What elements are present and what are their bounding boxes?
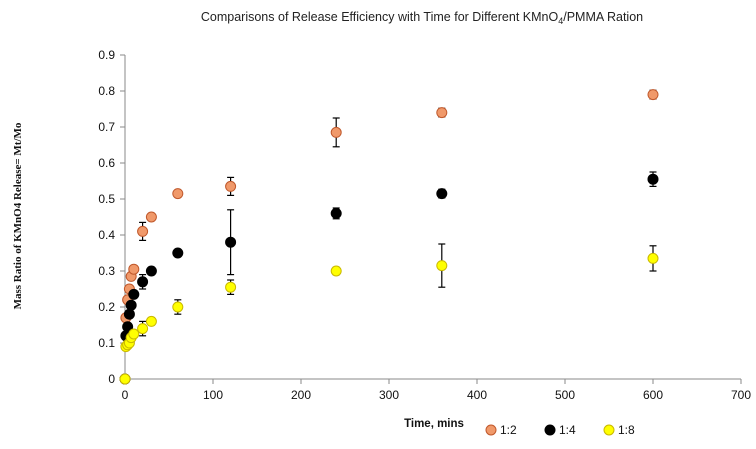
- plot-area: 0 0.1 0.2 0.3 0.4 0.5 0.6 0.7 0.8 0.9 0 100 200 300 40…: [98, 48, 751, 402]
- x-tick-label: 700: [731, 388, 751, 402]
- data-point-3: [330, 265, 342, 277]
- y-tick-label: 0.2: [98, 300, 115, 314]
- data-point-2: [647, 173, 659, 185]
- y-tick-label: 0.5: [98, 192, 115, 206]
- data-point-3: [647, 252, 659, 264]
- data-point-3: [119, 373, 131, 385]
- legend-label: 1:2: [500, 423, 517, 437]
- data-point-2: [330, 207, 342, 219]
- data-point-1: [145, 211, 157, 223]
- y-tick-label: 0: [108, 372, 115, 386]
- y-tick-label: 0.7: [98, 120, 115, 134]
- y-tick-label: 0.4: [98, 228, 115, 242]
- data-point-3: [145, 315, 157, 327]
- data-point-3: [137, 323, 149, 335]
- data-point-1: [436, 107, 448, 119]
- data-point-2: [225, 236, 237, 248]
- data-point-1: [172, 188, 184, 200]
- data-point-1: [137, 225, 149, 237]
- y-axis-label: Mass Ratio of KMnO4 Release= Mt/Mo: [12, 122, 24, 309]
- x-tick-label: 500: [555, 388, 575, 402]
- y-tick-label: 0.8: [98, 84, 115, 98]
- data-point-2: [123, 308, 135, 320]
- legend: 1:2 1:4 1:8: [485, 423, 635, 437]
- x-axis-label: Time, mins: [404, 418, 464, 430]
- y-tick-label: 0.3: [98, 264, 115, 278]
- y-tick-label: 0.6: [98, 156, 115, 170]
- y-tick-label: 0.1: [98, 336, 115, 350]
- data-point-2: [125, 299, 137, 311]
- data-point-2: [128, 288, 140, 300]
- legend-marker: [485, 424, 497, 436]
- chart-title-suffix: /PMMA Ration: [563, 10, 643, 24]
- legend-label: 1:8: [618, 423, 635, 437]
- y-tick-label: 0.9: [98, 48, 115, 62]
- data-point-2: [122, 321, 134, 333]
- x-tick-label: 400: [467, 388, 487, 402]
- legend-label: 1:4: [559, 423, 576, 437]
- data-point-3: [225, 281, 237, 293]
- data-point-3: [172, 301, 184, 313]
- data-point-1: [225, 180, 237, 192]
- x-tick-label: 300: [379, 388, 399, 402]
- data-point-1: [128, 263, 140, 275]
- chart-title-subscript: 4: [558, 16, 563, 26]
- x-tick-label: 600: [643, 388, 663, 402]
- data-point-3: [128, 328, 140, 340]
- chart-title-main: Comparisons of Release Efficiency with T…: [201, 10, 559, 24]
- data-point-2: [145, 265, 157, 277]
- x-tick-label: 200: [291, 388, 311, 402]
- x-tick-label: 0: [122, 388, 129, 402]
- data-point-2: [137, 276, 149, 288]
- data-point-2: [172, 247, 184, 259]
- legend-marker: [603, 424, 615, 436]
- data-point-2: [436, 188, 448, 200]
- chart-title: Comparisons of Release Efficiency with T…: [201, 10, 643, 26]
- data-point-3: [436, 260, 448, 272]
- data-point-1: [647, 89, 659, 101]
- data-point-1: [330, 126, 342, 138]
- legend-marker: [544, 424, 556, 436]
- x-tick-label: 100: [203, 388, 223, 402]
